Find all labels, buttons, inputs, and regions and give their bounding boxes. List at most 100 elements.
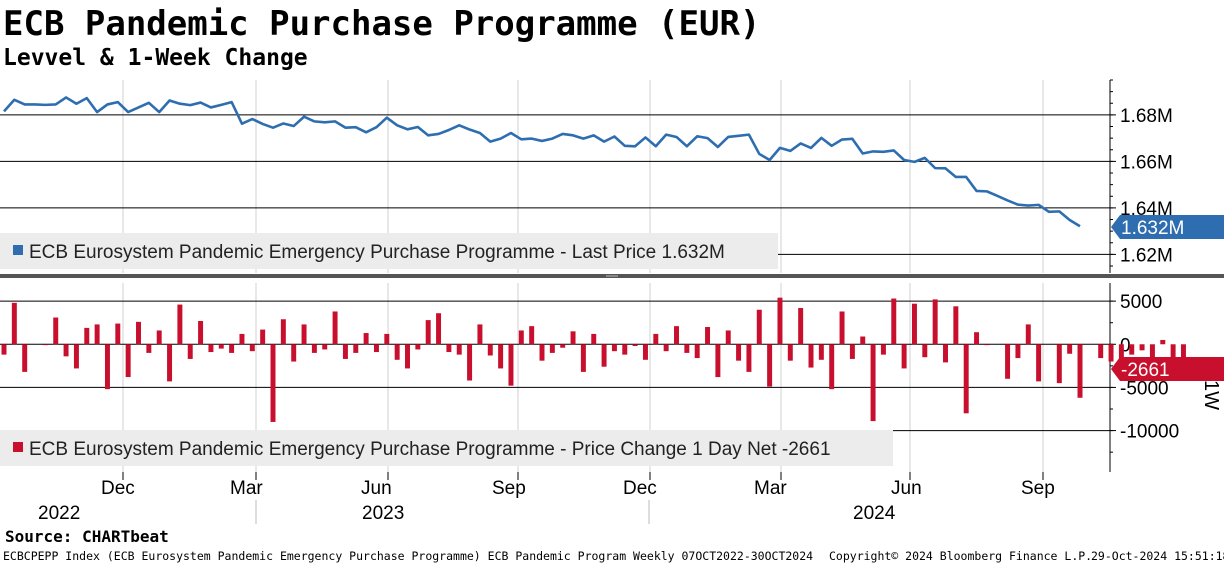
change-bar <box>73 344 79 369</box>
change-bar <box>1056 344 1062 384</box>
price-ytick-label: 1.64M <box>1120 199 1173 220</box>
change-bar <box>311 344 317 353</box>
change-bar <box>239 333 245 345</box>
change-bar <box>487 344 493 356</box>
change-bar <box>932 299 938 345</box>
change-bar <box>446 344 452 353</box>
change-bar <box>674 326 679 345</box>
footer-copyright: Copyright© 2024 Bloomberg Finance L.P. <box>829 549 1093 563</box>
x-month-label: Dec <box>623 478 657 499</box>
change-bar <box>156 330 162 345</box>
change-bar <box>963 344 969 414</box>
price-ytick-label: 1.62M <box>1120 245 1173 266</box>
change-bar <box>42 344 48 346</box>
price-last-tag-text: 1.632M <box>1121 218 1184 239</box>
x-month-label: Jun <box>891 478 922 499</box>
change-bar <box>829 344 835 390</box>
change-bar <box>342 344 348 359</box>
change-bar <box>115 323 121 345</box>
change-bar <box>218 344 224 349</box>
change-bar <box>508 344 514 386</box>
change-last-tag-text: -2661 <box>1121 360 1170 381</box>
change-bar <box>104 344 110 390</box>
change-bar <box>777 297 783 345</box>
change-bar <box>684 344 690 353</box>
x-year-label: 2023 <box>362 503 404 524</box>
change-bar <box>642 344 648 360</box>
change-bar <box>1 344 7 355</box>
change-bar <box>736 344 742 361</box>
change-bar <box>177 304 183 345</box>
change-bar <box>125 344 131 378</box>
change-bar <box>560 344 566 348</box>
change-bar <box>94 324 100 345</box>
change-bar <box>580 344 586 372</box>
change-bar <box>622 344 628 355</box>
change-bar <box>974 332 980 345</box>
change-bar <box>1108 344 1114 362</box>
source-label: Source: CHARTbeat <box>5 527 169 546</box>
change-bar <box>943 344 948 363</box>
change-bar <box>146 344 152 353</box>
change-bar <box>1160 339 1166 345</box>
change-bar <box>953 306 959 345</box>
change-bar <box>498 344 504 369</box>
change-last-tag-bg <box>1111 357 1224 381</box>
change-ytick-label: 5000 <box>1120 292 1162 313</box>
change-bar <box>849 344 855 359</box>
change-bar <box>653 333 659 345</box>
change-bar <box>808 344 814 368</box>
change-bar <box>1067 344 1073 354</box>
change-bar <box>436 313 442 345</box>
change-bar <box>767 344 773 387</box>
footer-series-info: ECBCPEPP Index (ECB Eurosystem Pandemic … <box>3 549 814 563</box>
change-bar <box>1139 344 1145 351</box>
price-line-series <box>3 96 1081 228</box>
price-ytick-label: 1.66M <box>1120 152 1173 173</box>
change-bar <box>1118 344 1124 360</box>
x-month-label: Sep <box>492 478 526 499</box>
x-year-label: 2024 <box>853 503 896 524</box>
change-bar <box>705 327 711 345</box>
change-bar <box>518 330 524 345</box>
change-bar <box>601 344 607 367</box>
change-bar <box>860 336 866 345</box>
change-bar <box>1077 344 1083 398</box>
x-year-label: 2022 <box>38 503 80 524</box>
change-bar <box>11 302 17 345</box>
change-bar <box>187 344 193 359</box>
chart-title: ECB Pandemic Purchase Programme (EUR) <box>3 4 761 44</box>
price-legend-text: ECB Eurosystem Pandemic Emergency Purcha… <box>29 242 725 263</box>
change-bar <box>787 344 793 361</box>
change-bar <box>280 319 286 345</box>
change-bar <box>136 321 141 345</box>
change-bar <box>911 303 917 345</box>
change-bar <box>922 344 928 358</box>
change-bar <box>746 344 752 372</box>
change-bar <box>591 333 597 345</box>
price-last-tag-bg <box>1111 215 1224 239</box>
change-bar <box>880 344 886 355</box>
change-bar <box>1180 344 1186 368</box>
change-legend-swatch <box>13 442 23 452</box>
change-bar <box>891 298 897 345</box>
change-bar <box>208 344 214 353</box>
change-bar <box>301 324 307 345</box>
change-bar <box>249 344 255 352</box>
change-ytick-label: -5000 <box>1120 378 1169 399</box>
x-month-label: Mar <box>230 478 263 499</box>
change-bar <box>715 344 721 378</box>
change-bar <box>570 331 576 345</box>
change-bar <box>901 344 907 369</box>
change-side-label: 1W <box>1200 380 1222 410</box>
change-bar <box>1129 344 1135 355</box>
change-bar <box>270 344 276 422</box>
change-bar <box>611 344 617 352</box>
change-bar <box>167 344 173 382</box>
change-bar <box>84 327 90 345</box>
change-bar <box>663 344 669 352</box>
change-bar <box>1005 344 1011 379</box>
change-bar <box>63 344 69 357</box>
change-bar <box>394 344 400 360</box>
change-bar <box>529 326 535 345</box>
